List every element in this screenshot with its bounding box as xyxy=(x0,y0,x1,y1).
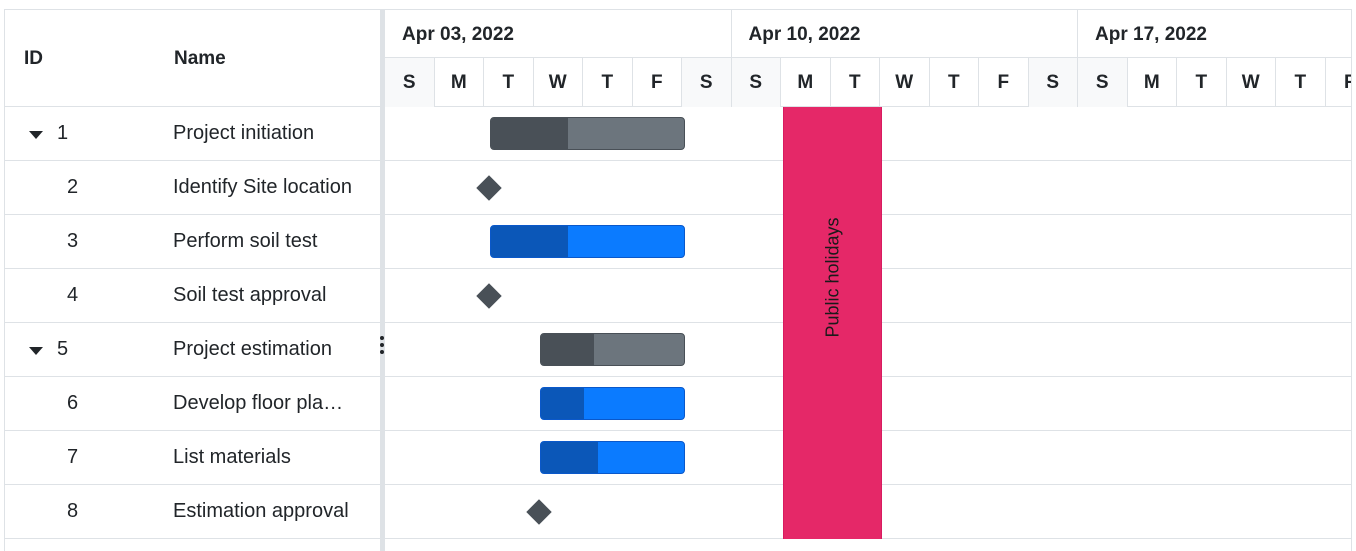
holiday-marker: Public holidays xyxy=(783,107,882,539)
table-row[interactable]: 5 Project estimation xyxy=(5,323,380,377)
day-label: T xyxy=(601,72,614,93)
day-label: F xyxy=(1326,72,1351,94)
table-row[interactable]: 8 Estimation approval xyxy=(5,485,380,539)
day-label: W xyxy=(1241,72,1260,93)
table-row[interactable]: 2 Identify Site location xyxy=(5,161,380,215)
table-row[interactable]: 4 Soil test approval xyxy=(5,269,380,323)
row-id-cell: 4 xyxy=(67,284,79,306)
task-progress xyxy=(491,118,569,149)
day-header-cell: S xyxy=(1078,58,1128,107)
day-label: W xyxy=(895,72,914,93)
task-progress xyxy=(541,388,584,419)
day-label: M xyxy=(1143,72,1160,93)
row-id-cell: 7 xyxy=(67,446,79,468)
day-header-cell: S xyxy=(385,58,435,107)
day-label: S xyxy=(1046,72,1060,93)
tree-grid: ID Name 1 Project initiation 2 Identify Sit… xyxy=(5,10,380,551)
grid-header: ID Name xyxy=(5,10,380,107)
day-header-cell: F xyxy=(979,58,1029,107)
day-header-cell: T xyxy=(1177,58,1227,107)
day-label: T xyxy=(848,72,861,93)
week-label: Apr 10, 2022 xyxy=(748,24,861,45)
gantt-chart: ID Name 1 Project initiation 2 Identify Sit… xyxy=(4,9,1352,551)
row-name-cell: Develop floor pla… xyxy=(173,392,344,414)
splitter-bar[interactable] xyxy=(380,10,385,551)
row-name-cell: Soil test approval xyxy=(173,284,327,306)
day-header-cell: W xyxy=(1227,58,1276,107)
day-header-cell: W xyxy=(534,58,583,107)
day-label: S xyxy=(699,72,713,93)
task-bar[interactable] xyxy=(490,225,685,258)
day-label: F xyxy=(997,72,1010,93)
column-header-name[interactable]: Name xyxy=(174,48,226,69)
day-label: M xyxy=(450,72,467,93)
row-id-cell: 2 xyxy=(67,176,79,198)
week-header-cell: Apr 17, 2022 xyxy=(1078,10,1351,58)
row-name-cell: Identify Site location xyxy=(173,176,352,198)
day-label: M xyxy=(797,72,814,93)
table-row[interactable]: 7 List materials xyxy=(5,431,380,485)
week-label: Apr 03, 2022 xyxy=(402,24,514,45)
week-header-cell: Apr 03, 2022 xyxy=(385,10,732,58)
holiday-label: Public holidays xyxy=(822,217,842,338)
row-id-cell: 3 xyxy=(67,230,79,252)
day-header-cell: M xyxy=(435,58,484,107)
day-header-cell: S xyxy=(731,58,781,107)
day-header-cell: S xyxy=(682,58,732,107)
row-name-cell: Project estimation xyxy=(173,338,332,360)
day-header-cell: M xyxy=(781,58,831,107)
row-id-cell: 8 xyxy=(67,500,79,522)
row-name-cell: Project initiation xyxy=(173,122,315,144)
task-progress xyxy=(541,442,599,473)
parent-task-bar[interactable] xyxy=(540,333,685,366)
day-label: F xyxy=(650,72,663,93)
day-header-cell: T xyxy=(930,58,979,107)
task-progress xyxy=(541,334,594,365)
row-id-cell: 6 xyxy=(67,392,79,414)
day-header-cell: F xyxy=(1326,58,1351,107)
collapse-arrow-icon[interactable] xyxy=(29,131,43,139)
row-id-cell: 1 xyxy=(57,122,69,144)
day-label: T xyxy=(502,72,515,93)
week-header-cell: Apr 10, 2022 xyxy=(732,10,1078,58)
day-header-cell: T xyxy=(583,58,633,107)
timeline-pane: Apr 03, 2022 Apr 10, 2022 Apr 17, 2022 S M T… xyxy=(385,10,1351,551)
day-header-cell: F xyxy=(633,58,682,107)
row-id-cell: 5 xyxy=(57,338,69,360)
day-label: T xyxy=(947,72,960,93)
day-label: S xyxy=(749,72,763,93)
parent-task-bar[interactable] xyxy=(490,117,685,150)
day-header-cell: T xyxy=(484,58,534,107)
row-name-cell: List materials xyxy=(173,446,291,468)
day-header-cell: M xyxy=(1128,58,1177,107)
table-row[interactable]: 6 Develop floor pla… xyxy=(5,377,380,431)
row-name-cell: Estimation approval xyxy=(173,500,349,522)
day-label: S xyxy=(402,72,416,93)
splitter-handle-icon[interactable] xyxy=(380,336,385,358)
week-label: Apr 17, 2022 xyxy=(1095,24,1207,45)
day-label: T xyxy=(1294,72,1307,93)
column-header-id[interactable]: ID xyxy=(24,48,43,69)
day-header-cell: T xyxy=(1276,58,1326,107)
table-row[interactable]: 1 Project initiation xyxy=(5,107,380,161)
day-header-cell: T xyxy=(831,58,880,107)
timeline-day-header: SMTWTFSSMTWTFSSMTWTF xyxy=(385,58,1351,107)
collapse-arrow-icon[interactable] xyxy=(29,347,43,355)
task-bar[interactable] xyxy=(540,441,685,474)
day-label: T xyxy=(1195,72,1208,93)
row-name-cell: Perform soil test xyxy=(173,230,318,252)
day-header-cell: S xyxy=(1028,58,1078,107)
task-progress xyxy=(491,226,569,257)
timeline-week-header: Apr 03, 2022 Apr 10, 2022 Apr 17, 2022 xyxy=(385,10,1351,58)
task-bar[interactable] xyxy=(540,387,685,420)
day-label: S xyxy=(1095,72,1109,93)
table-row[interactable]: 3 Perform soil test xyxy=(5,215,380,269)
day-label: W xyxy=(548,72,567,93)
day-header-cell: W xyxy=(880,58,930,107)
